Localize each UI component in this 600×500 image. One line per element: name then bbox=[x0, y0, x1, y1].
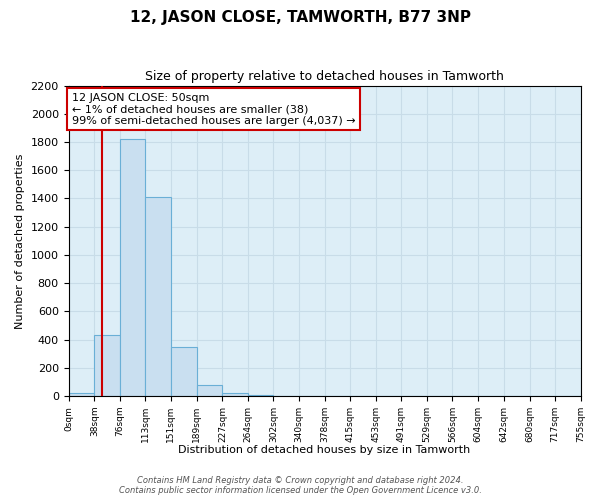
Text: 12, JASON CLOSE, TAMWORTH, B77 3NP: 12, JASON CLOSE, TAMWORTH, B77 3NP bbox=[130, 10, 470, 25]
Bar bbox=[68, 394, 94, 396]
Bar bbox=[94, 336, 120, 396]
Bar bbox=[120, 139, 145, 396]
Bar bbox=[197, 385, 223, 396]
Title: Size of property relative to detached houses in Tamworth: Size of property relative to detached ho… bbox=[145, 70, 504, 83]
Text: 12 JASON CLOSE: 50sqm
← 1% of detached houses are smaller (38)
99% of semi-detac: 12 JASON CLOSE: 50sqm ← 1% of detached h… bbox=[72, 92, 356, 126]
X-axis label: Distribution of detached houses by size in Tamworth: Distribution of detached houses by size … bbox=[178, 445, 470, 455]
Bar bbox=[223, 392, 248, 396]
Y-axis label: Number of detached properties: Number of detached properties bbox=[15, 153, 25, 328]
Bar bbox=[171, 346, 197, 396]
Bar bbox=[145, 197, 171, 396]
Text: Contains HM Land Registry data © Crown copyright and database right 2024.
Contai: Contains HM Land Registry data © Crown c… bbox=[119, 476, 481, 495]
